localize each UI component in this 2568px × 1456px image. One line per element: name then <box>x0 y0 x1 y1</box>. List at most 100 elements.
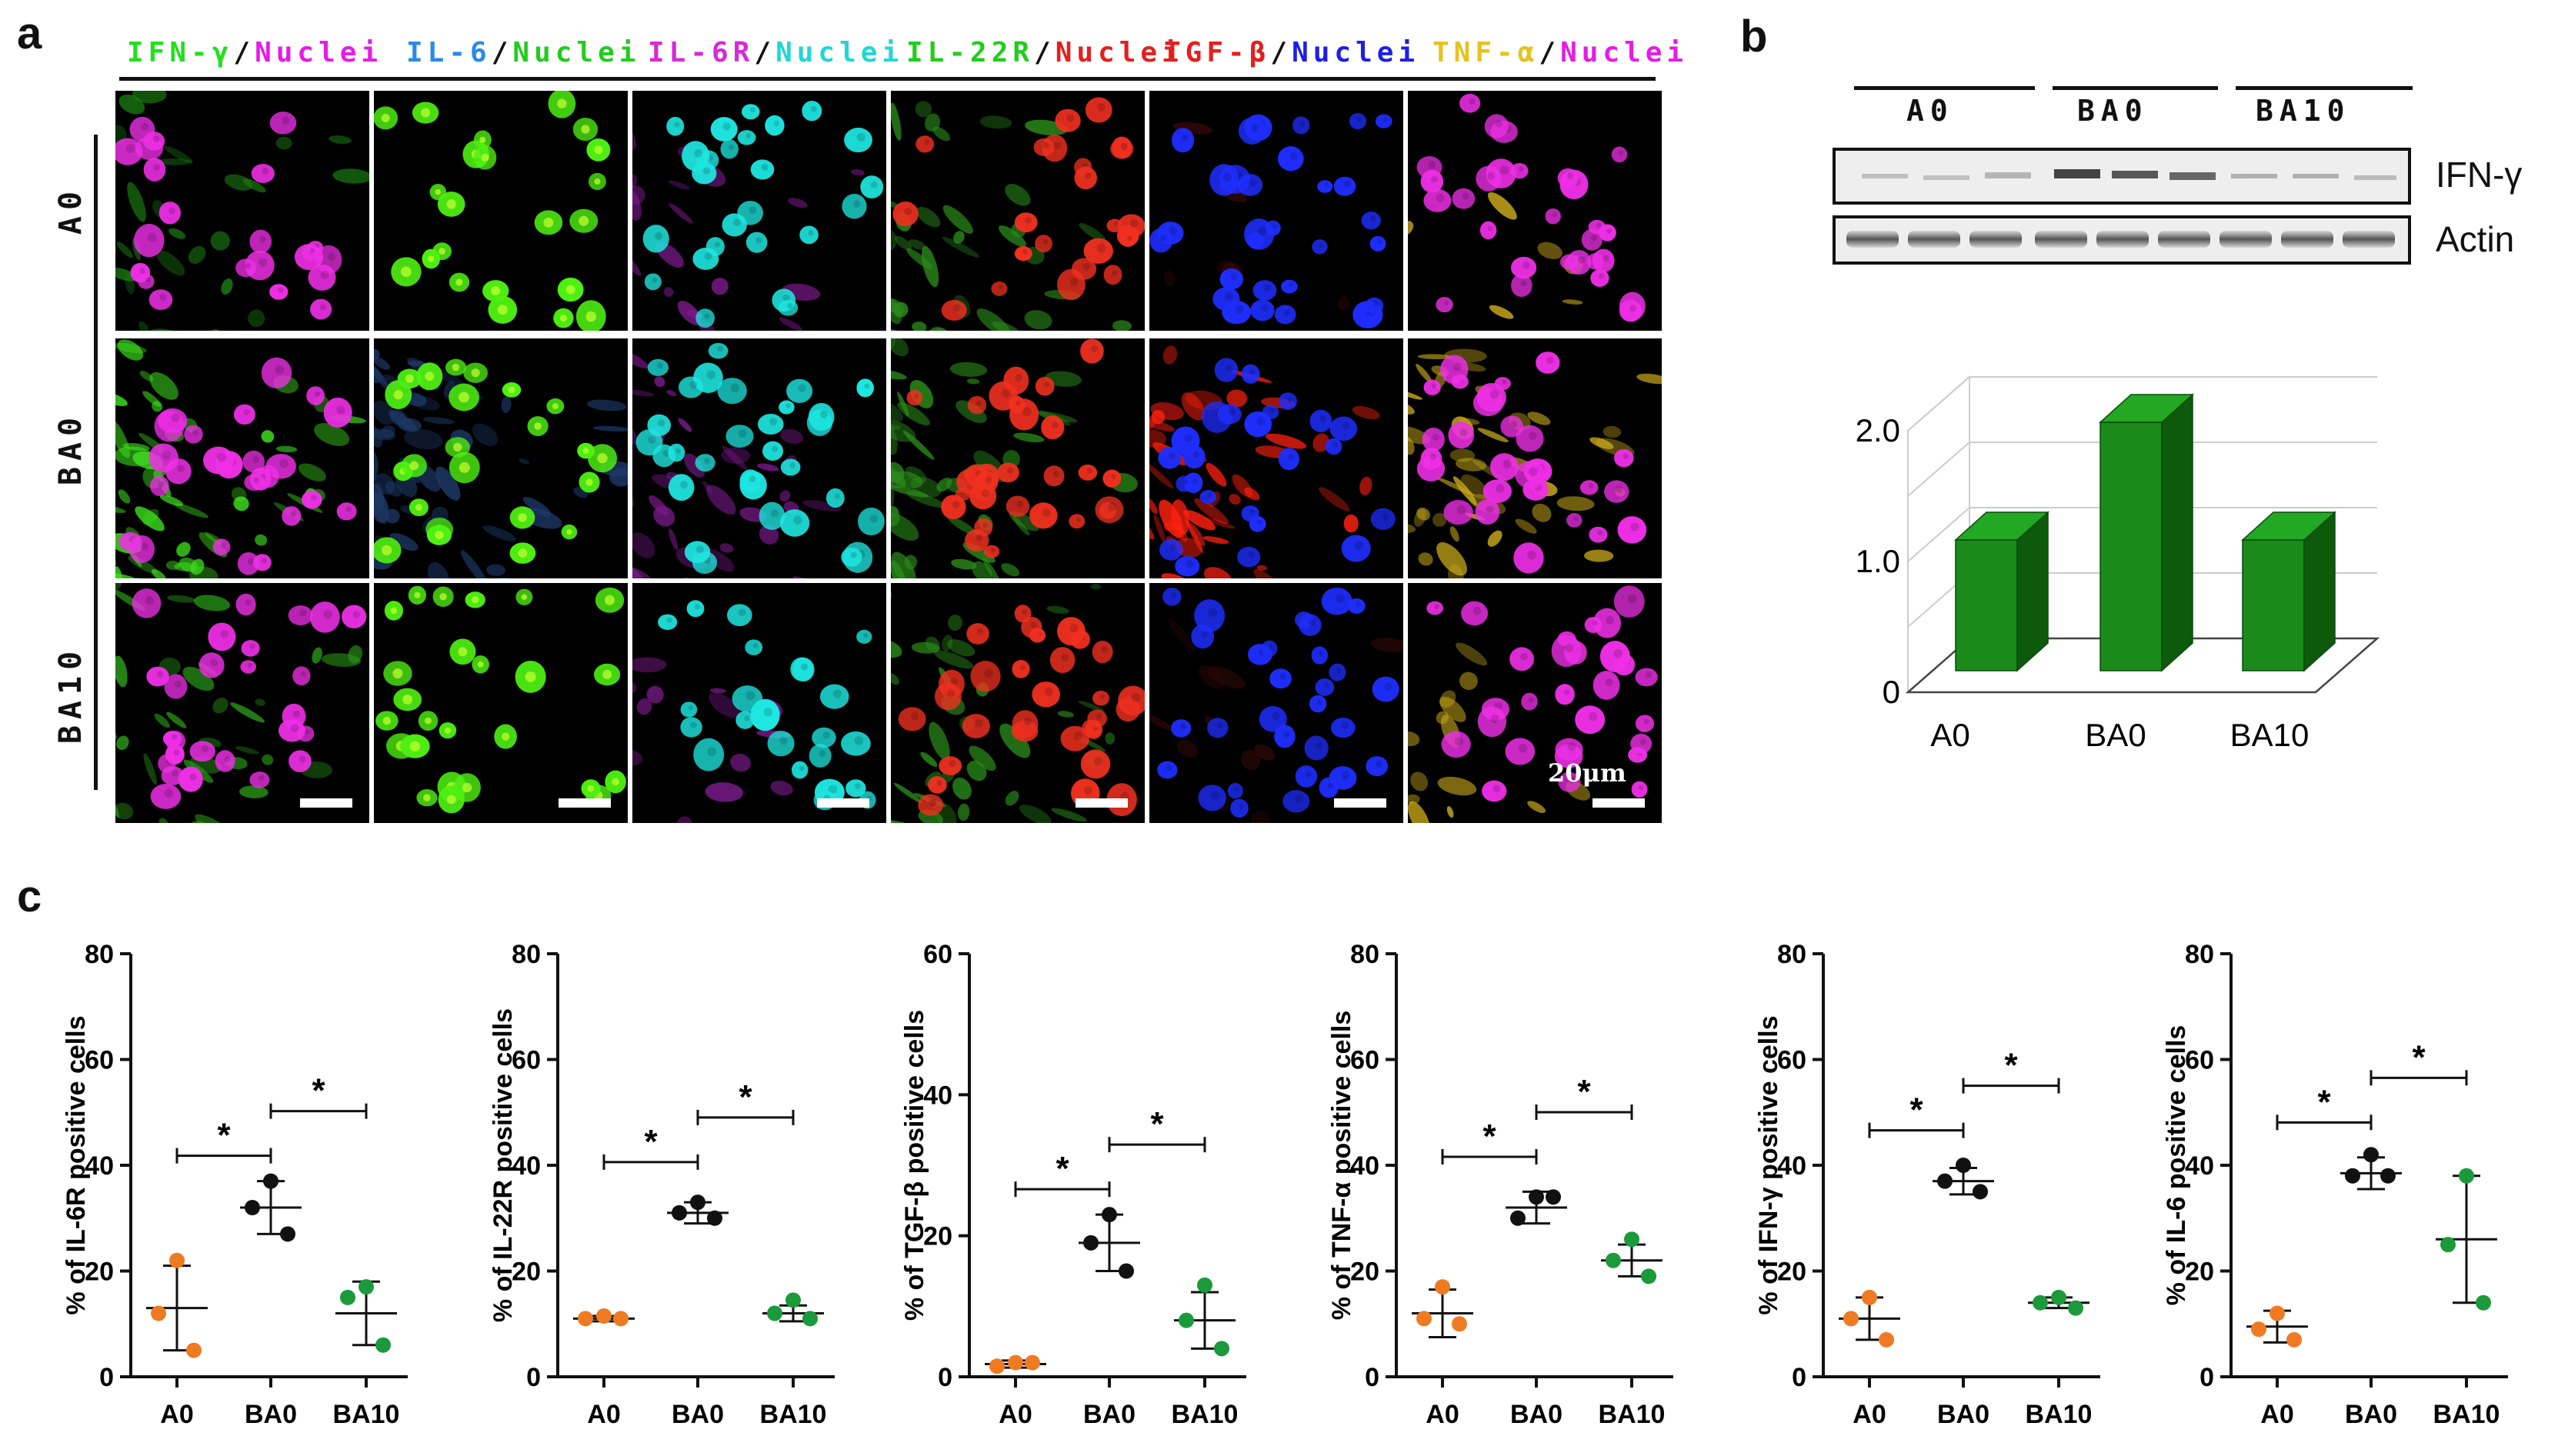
scale-bar-2 <box>559 798 611 808</box>
ytick-label-4: 80 <box>512 940 541 969</box>
data-point <box>375 1337 391 1353</box>
ytick-label-3: 60 <box>1350 1046 1379 1075</box>
scatter-plot-4: 0 20 40 60 80 % of TNF-α positive cells A0 BA0 B… <box>1327 940 1673 1429</box>
data-point <box>1973 1184 1988 1200</box>
data-point <box>263 1173 278 1189</box>
column-header-1-part-2: / <box>233 37 255 68</box>
significance-star: * <box>1577 1073 1591 1111</box>
ytick-label-1: 20 <box>1350 1258 1379 1287</box>
column-header-1-part-1: IFN-γ <box>127 37 234 68</box>
data-point <box>2251 1321 2266 1338</box>
ytick-label-0: 0 <box>1883 674 1900 710</box>
micrograph-r1-c3 <box>632 91 886 331</box>
column-header-4-part-2: / <box>1034 37 1056 68</box>
xtick-label-A0: A0 <box>587 1400 620 1429</box>
data-point <box>245 1200 260 1215</box>
micrograph-r3-c6 <box>1408 583 1662 823</box>
data-point <box>2459 1168 2474 1184</box>
ytick-label-1: 1.0 <box>1856 543 1900 579</box>
ytick-label-0: 0 <box>1365 1363 1379 1392</box>
data-point <box>1624 1231 1639 1248</box>
ytick-label-1: 20 <box>1777 1258 1806 1287</box>
data-point <box>2286 1331 2302 1348</box>
micrograph-r2-c5 <box>1149 338 1403 578</box>
micrograph-r1-c5 <box>1149 91 1403 331</box>
micrograph-r2-c1 <box>115 338 369 578</box>
xtick-label-A0: A0 <box>1426 1400 1459 1429</box>
micrograph-r3-c5 <box>1149 583 1403 823</box>
group-BA10 <box>335 1279 397 1353</box>
data-point <box>1214 1341 1229 1357</box>
data-point <box>2033 1294 2048 1311</box>
column-header-5-part-3: Nuclei <box>1292 37 1420 68</box>
group-A0 <box>2246 1305 2308 1348</box>
significance-star: * <box>2317 1083 2331 1121</box>
wb-lane-ba0: BA0 <box>2077 94 2149 128</box>
column-header-2-part-2: / <box>491 37 513 68</box>
xtick-label-A0: A0 <box>999 1400 1032 1429</box>
bar-front <box>2099 421 2163 671</box>
significance-star: * <box>312 1072 325 1110</box>
panel-c-label: c <box>17 871 42 921</box>
column-header-3-part-3: Nuclei <box>775 37 904 68</box>
ytick-label-0: 0 <box>99 1363 114 1392</box>
band-label-actin: Actin <box>2436 219 2515 259</box>
micrograph-r2-c3 <box>632 338 886 578</box>
wb-lane-a0: A0 <box>1906 94 1954 128</box>
group-BA0 <box>667 1194 729 1226</box>
data-point <box>2380 1168 2396 1184</box>
scatter-plot-6: 0 20 40 60 80 % of IL-6 positive cells A0 BA0 BA… <box>2162 940 2508 1429</box>
group-BA10 <box>1601 1231 1663 1284</box>
ytick-label-2: 40 <box>2185 1151 2214 1181</box>
ytick-label-4: 80 <box>1350 940 1379 969</box>
ytick-label-1: 20 <box>512 1258 541 1287</box>
row-label-rule <box>94 135 98 790</box>
data-point <box>1529 1189 1544 1205</box>
data-point <box>2345 1168 2360 1184</box>
data-point <box>672 1204 687 1221</box>
lane-rule-ba10 <box>2236 86 2413 90</box>
micrograph-r1-c2 <box>374 91 628 331</box>
lane-rule-a0 <box>1854 86 2035 90</box>
data-point <box>613 1311 629 1327</box>
ylabel: % of IL-22R positive cells <box>489 1008 518 1322</box>
row-label-a0: A0 <box>53 185 88 235</box>
significance-star: * <box>1150 1105 1164 1143</box>
xtick-label-BA10: BA10 <box>2230 717 2310 753</box>
significance-star: * <box>1056 1150 1069 1188</box>
xtick-label-BA0: BA0 <box>2085 717 2146 753</box>
band-label-ifn: IFN-γ <box>2436 155 2523 195</box>
micrograph-r1-c6 <box>1408 91 1662 331</box>
data-point <box>359 1279 374 1295</box>
micrograph-r3-c2 <box>374 583 628 823</box>
xtick-label-BA10: BA10 <box>760 1400 827 1429</box>
significance-bracket-2: * <box>2370 1038 2468 1086</box>
column-header-4: IL-22R/Nuclei <box>906 37 1183 68</box>
bar-top <box>1954 511 2049 541</box>
significance-bracket-2: * <box>1535 1073 1633 1120</box>
ytick-label-1: 20 <box>85 1258 114 1287</box>
micrograph-r2-c6 <box>1408 338 1662 578</box>
xtick-label-BA0: BA0 <box>672 1400 724 1429</box>
group-BA10 <box>2028 1289 2089 1316</box>
ytick-label-3: 60 <box>923 940 952 969</box>
data-point <box>802 1311 818 1327</box>
scale-bar-6 <box>1592 798 1645 808</box>
ytick-label-3: 60 <box>512 1046 541 1075</box>
column-header-4-part-3: Nuclei <box>1055 37 1183 68</box>
ytick-label-4: 80 <box>2185 940 2214 969</box>
ytick-label-3: 60 <box>85 1046 114 1075</box>
xtick-label-BA0: BA0 <box>1510 1400 1562 1429</box>
column-header-5: TGF-β/Nuclei <box>1164 37 1419 68</box>
significance-star: * <box>1909 1091 1923 1129</box>
ytick-label-2: 40 <box>85 1151 114 1181</box>
data-point <box>1452 1316 1467 1332</box>
xtick-label-A0: A0 <box>160 1400 193 1429</box>
significance-bracket-1: * <box>602 1123 699 1170</box>
panel-c-plots: 0 20 40 60 80 % of IL-6R positive cells A0 BA0 B… <box>0 908 2568 1454</box>
data-point <box>1179 1312 1194 1328</box>
significance-bracket-1: * <box>1868 1091 1965 1138</box>
scatter-plot-2: 0 20 40 60 80 % of IL-22R positive cells A0 BA0… <box>489 940 835 1429</box>
ytick-label-0: 0 <box>2199 1363 2214 1392</box>
column-header-2: IL-6/Nuclei <box>406 37 640 68</box>
